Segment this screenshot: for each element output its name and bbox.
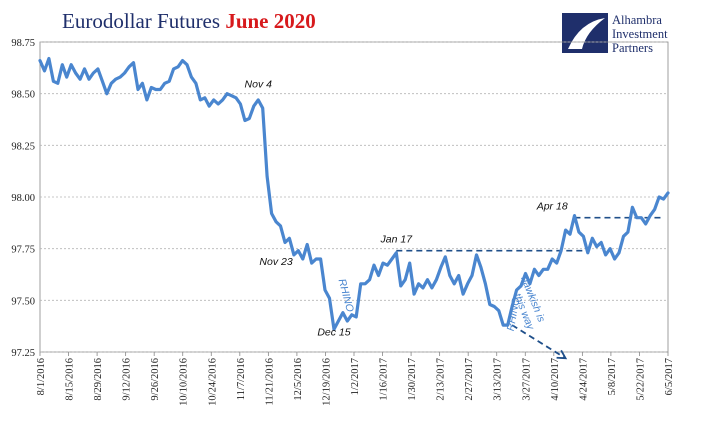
annotation-label: Jan 17 — [380, 233, 414, 245]
x-tick-label: 8/15/2016 — [65, 358, 76, 401]
chart-title: Eurodollar Futures June 2020 — [62, 9, 316, 33]
annotation-blue-label: RHINO — [505, 297, 523, 332]
logo: Alhambra Investment Partners — [562, 13, 668, 55]
chart-title-part2: June 2020 — [225, 9, 315, 33]
x-tick-label: 5/22/2017 — [635, 358, 646, 401]
alhambra-logo-icon — [562, 13, 608, 53]
x-tick-label: 3/27/2017 — [521, 358, 532, 401]
y-tick-label: 97.50 — [11, 296, 35, 307]
x-tick-label: 1/30/2017 — [407, 358, 418, 401]
x-tick-label: 8/29/2016 — [93, 358, 104, 401]
annotation-label: Dec 15 — [317, 326, 350, 338]
y-tick-label: 97.25 — [11, 348, 35, 359]
x-tick-label: 8/1/2016 — [36, 358, 47, 395]
x-tick-label: 1/16/2017 — [379, 358, 390, 401]
series-line — [38, 56, 670, 331]
annotation-label: Nov 4 — [245, 78, 273, 90]
annotation-label: Nov 23 — [259, 256, 292, 268]
arrow-head — [556, 349, 568, 360]
y-tick-label: 98.50 — [11, 90, 35, 101]
y-axis: 98.75 98.50 98.25 98.00 97.75 97.50 97.25 — [11, 38, 35, 359]
trend-arrow — [511, 324, 568, 360]
arrow-shaft — [511, 324, 567, 359]
x-tick-label: 11/21/2016 — [264, 358, 275, 405]
x-tick-label: 4/24/2017 — [578, 358, 589, 401]
y-tick-label: 98.25 — [11, 141, 35, 152]
x-tick-label: 4/10/2017 — [550, 358, 561, 401]
x-tick-label: 11/7/2016 — [236, 358, 247, 400]
x-tick-label: 9/12/2016 — [122, 358, 133, 401]
x-tick-label: 1/2/2017 — [350, 358, 361, 395]
y-tick-label: 98.00 — [11, 193, 35, 204]
x-tick-label: 9/26/2016 — [150, 358, 161, 401]
x-tick-label: 6/5/2017 — [664, 358, 675, 395]
x-tick-label: 12/19/2016 — [321, 358, 332, 406]
chart-title-part1: Eurodollar Futures — [62, 9, 225, 33]
x-tick-label: 5/8/2017 — [607, 358, 618, 395]
x-tick-label: 10/10/2016 — [179, 358, 190, 406]
series — [38, 56, 670, 331]
y-tick-label: 97.75 — [11, 245, 35, 256]
logo-line3: Partners — [612, 41, 653, 55]
logo-line1: Alhambra — [612, 13, 662, 27]
x-axis: 8/1/2016 8/15/2016 8/29/2016 9/12/2016 9/26/… — [36, 352, 675, 406]
logo-line2: Investment — [612, 27, 668, 41]
x-tick-label: 10/24/2016 — [207, 358, 218, 406]
annotation-blue-label: RHINO — [336, 278, 356, 314]
x-tick-label: 2/13/2017 — [436, 358, 447, 401]
y-tick-label: 98.75 — [11, 38, 35, 49]
x-tick-label: 3/13/2017 — [493, 358, 504, 401]
x-tick-label: 12/5/2016 — [293, 358, 304, 401]
x-tick-label: 2/27/2017 — [464, 358, 475, 401]
annotation-label: Apr 18 — [536, 200, 568, 212]
